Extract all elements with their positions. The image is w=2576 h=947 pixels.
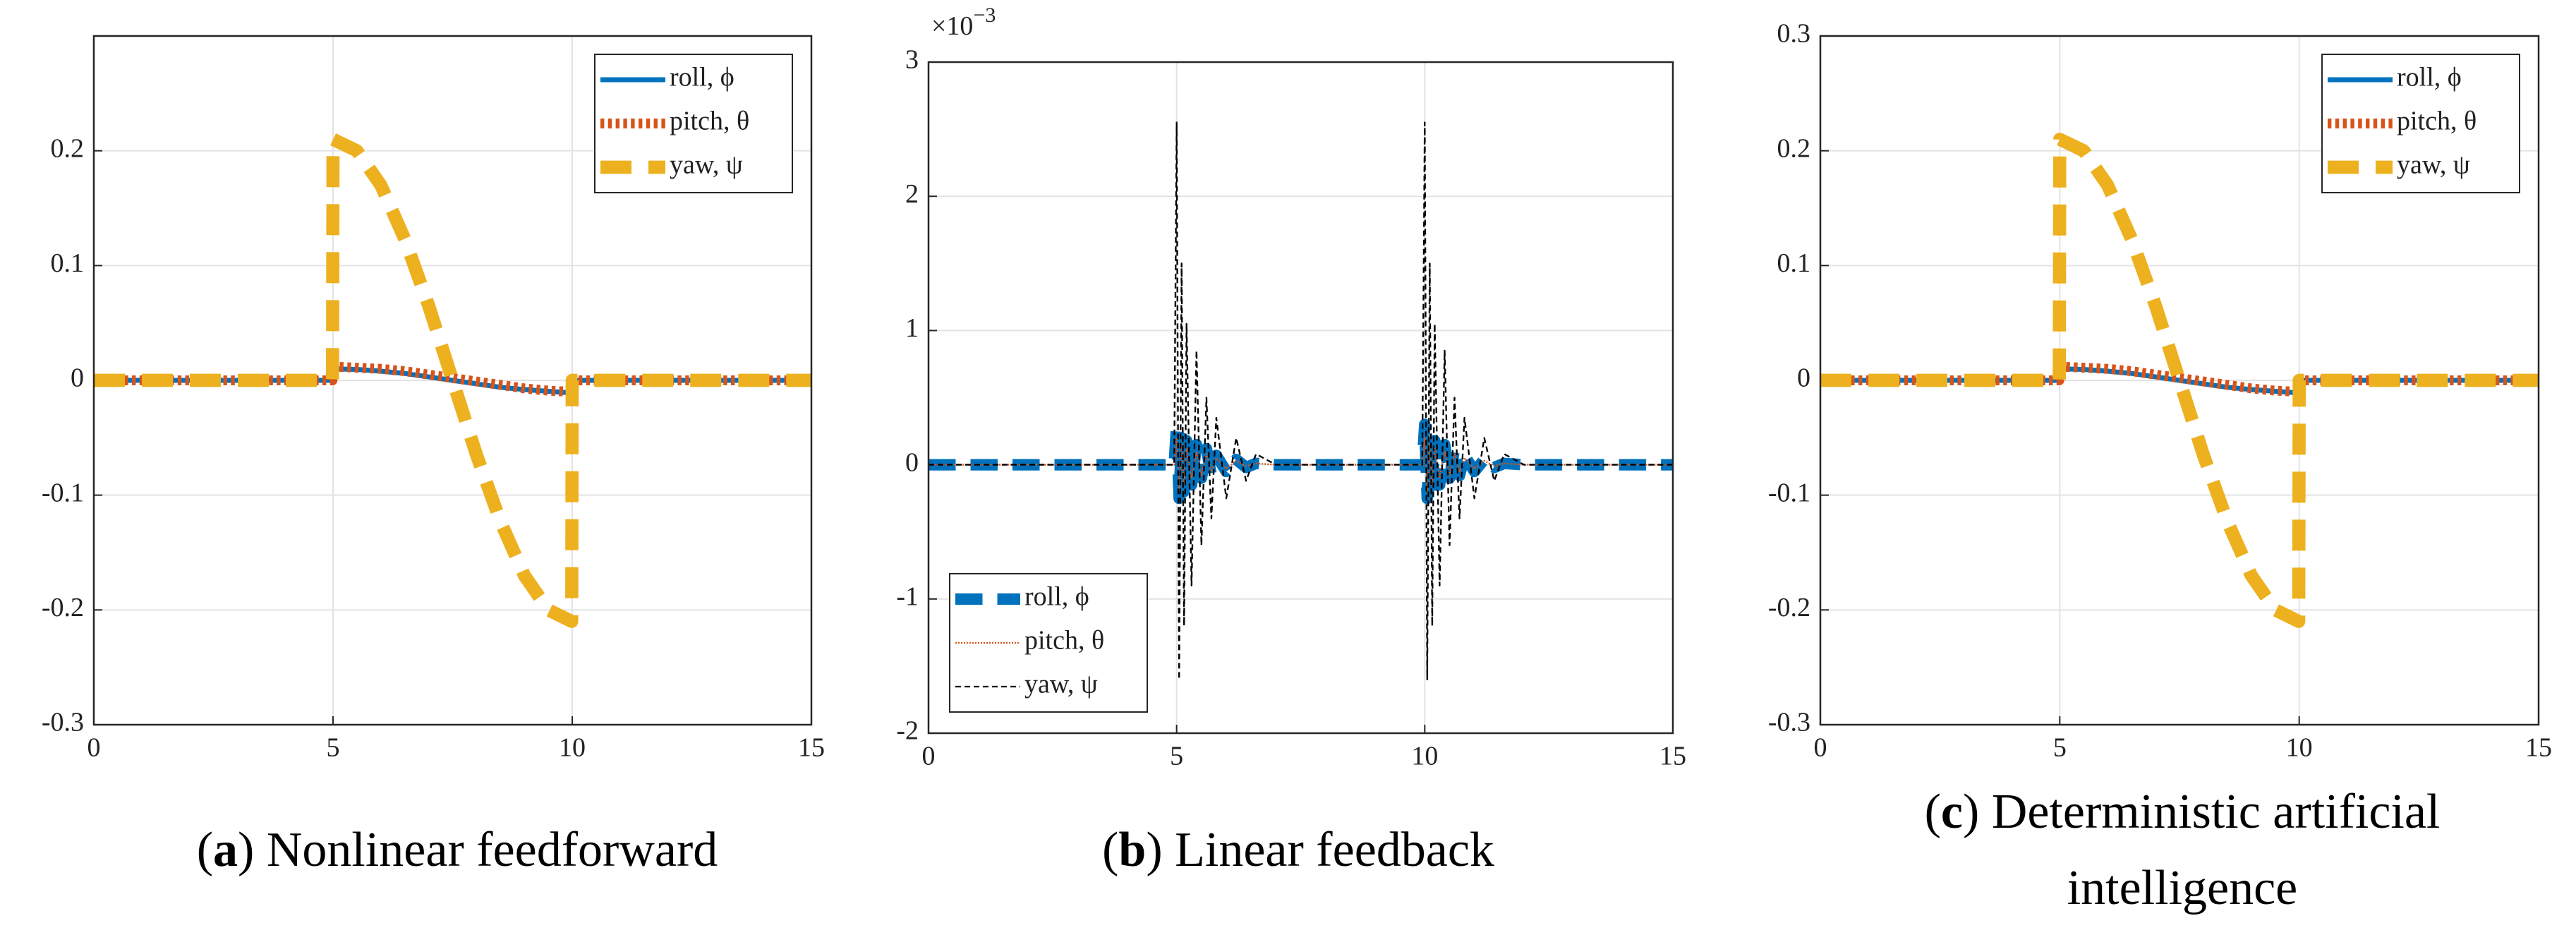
- legend-box: [949, 573, 1148, 713]
- chart: 0 5 10 15 -2 -1 0 1 2 3 ×10−3 roll, ϕ pitch, θ yaw, ψ…: [896, 4, 1686, 877]
- caption-part: b: [1118, 823, 1146, 877]
- axes-box: [927, 61, 1674, 735]
- y-multiplier: ×10−3: [931, 4, 996, 41]
- legend-label: roll, ϕ: [1024, 582, 1089, 612]
- series-line: [94, 361, 811, 397]
- y-tick-label: 1: [905, 313, 919, 343]
- caption-part: (: [1925, 785, 1941, 839]
- multiplier-base: ×10: [931, 11, 973, 41]
- x-tick-label: 0: [1814, 733, 1827, 763]
- caption-part: ) Deterministic artificial: [1963, 785, 2440, 839]
- chart: 0 5 10 15 -0.3 -0.2 -0.1 0 0.1 0.2 0.3 roll, ϕ pitch…: [1768, 19, 2552, 915]
- axes-box: [1819, 35, 2540, 726]
- y-tick-label: -0.1: [1768, 478, 1810, 507]
- y-tick-label: -0.2: [1768, 593, 1810, 622]
- series-line: [94, 133, 811, 628]
- x-tick-label: 15: [798, 733, 825, 763]
- legend-label: yaw, ψ: [2397, 150, 2470, 180]
- legend-label: yaw, ψ: [670, 150, 743, 180]
- y-tick-label: 0: [1797, 363, 1810, 393]
- x-tick-label: 15: [2525, 733, 2552, 763]
- y-tick-label: -0.2: [42, 593, 84, 622]
- y-tick-label: 0: [71, 363, 84, 393]
- caption-part: ) Nonlinear feedforward: [238, 823, 718, 877]
- caption: (a) Nonlinear feedforward: [197, 823, 718, 877]
- y-tick-label: 0.2: [1777, 133, 1811, 163]
- x-tick-label: 5: [1170, 742, 1183, 771]
- x-tick-label: 10: [2286, 733, 2313, 763]
- x-tick-label: 15: [1659, 742, 1686, 771]
- y-tick-label: -0.1: [42, 478, 84, 507]
- y-tick-label: 0: [905, 447, 919, 477]
- series-line: [1820, 361, 2539, 397]
- multiplier-exponent: −3: [973, 4, 996, 27]
- legend-label: roll, ϕ: [2397, 63, 2462, 92]
- x-tick-label: 10: [559, 733, 586, 763]
- legend-label: pitch, θ: [1024, 626, 1104, 656]
- legend-label: yaw, ψ: [1024, 670, 1098, 699]
- legend-label: pitch, θ: [670, 107, 749, 136]
- y-tick-label: -0.3: [1768, 708, 1810, 737]
- y-tick-label: -0.3: [42, 708, 84, 737]
- chart: 0 5 10 15 -0.3 -0.2 -0.1 0 0.1 0.2 roll, ϕ pitch, θ…: [42, 35, 825, 877]
- legend-label: roll, ϕ: [670, 63, 734, 92]
- x-tick-label: 0: [922, 742, 936, 771]
- y-tick-label: 0.1: [1777, 248, 1811, 278]
- y-tick-label: 0.2: [51, 133, 85, 163]
- caption-part: (: [1102, 823, 1118, 877]
- series-line: [929, 121, 1673, 681]
- y-tick-label: 2: [905, 179, 919, 209]
- x-tick-label: 0: [87, 733, 101, 763]
- caption-part: (: [197, 823, 213, 877]
- series-line: [1820, 133, 2539, 628]
- caption-part: a: [213, 823, 238, 877]
- caption-part: c: [1941, 785, 1963, 839]
- y-tick-label: 3: [905, 45, 919, 75]
- y-tick-label: 0.1: [51, 248, 85, 278]
- x-tick-label: 5: [327, 733, 340, 763]
- y-tick-label: 0.3: [1777, 19, 1811, 49]
- y-tick-label: -1: [896, 582, 919, 612]
- legend-label: pitch, θ: [2397, 107, 2477, 136]
- y-tick-label: -2: [896, 716, 919, 746]
- caption-part: ) Linear feedback: [1146, 823, 1494, 877]
- x-tick-label: 10: [1411, 742, 1438, 771]
- caption: (b) Linear feedback: [1102, 823, 1494, 877]
- caption: intelligence: [2067, 861, 2298, 915]
- x-tick-label: 5: [2053, 733, 2067, 763]
- axes-box: [92, 35, 813, 726]
- caption: (c) Deterministic artificial: [1925, 785, 2441, 839]
